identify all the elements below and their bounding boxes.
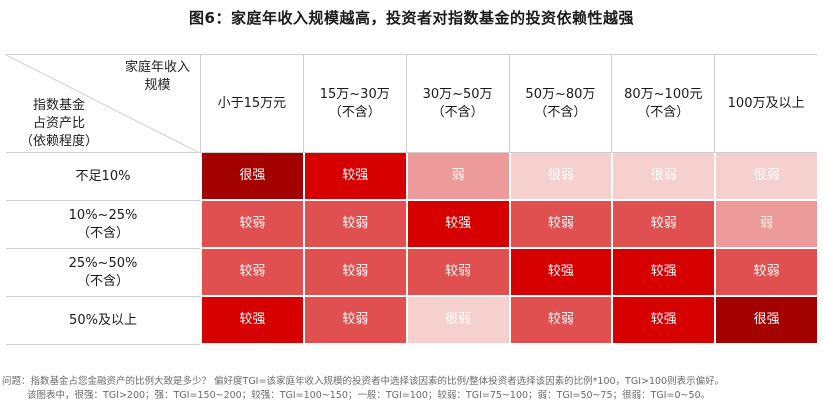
table-cell: 较强 [302,153,406,201]
table-cell: 较强 [508,249,612,297]
column-header: 15万~30万 （不含） [302,55,406,153]
row-header: 不足10% [6,153,200,201]
table-cell: 较弱 [302,297,406,345]
table-cell: 较强 [200,297,303,345]
corner-row-caption: 指数基金 占资产比 （依赖程度） [20,98,99,149]
table-cell: 较弱 [714,249,817,297]
table-cell: 弱 [405,153,509,201]
figure-title: 图6：家庭年收入规模越高，投资者对指数基金的投资依赖性越强 [189,9,634,27]
table-cell: 较强 [611,249,715,297]
table-cell: 很弱 [405,297,509,345]
table-cell: 较弱 [302,201,406,249]
table-cell: 很弱 [508,153,612,201]
column-header: 50万~80万 （不含） [508,55,612,153]
table-cell: 较弱 [508,201,612,249]
footnote-line: 该图表中，很强：TGI>200；强：TGI=150~200；较强：TGI=100… [27,390,711,401]
table-cell: 弱 [714,201,817,249]
table-corner-header: 家庭年收入 规模 指数基金 占资产比 （依赖程度） [6,55,200,153]
table-cell: 较弱 [200,249,303,297]
row-header: 50%及以上 [6,297,200,345]
column-header: 100万及以上 [714,55,817,153]
dependency-table: 家庭年收入 规模 指数基金 占资产比 （依赖程度） 小于15万元 15万~30万… [6,54,817,346]
footnote: 问题：指数基金占您金融资产的比例大致是多少？ 偏好度TGI=该家庭年收入规模的投… [2,375,822,403]
table-grid: 家庭年收入 规模 指数基金 占资产比 （依赖程度） 小于15万元 15万~30万… [6,54,817,347]
table-cell: 较弱 [508,297,612,345]
table-cell: 较弱 [200,201,303,249]
table-cell: 较强 [611,297,715,345]
column-header: 30万~50万 （不含） [405,55,509,153]
table-cell: 很强 [714,297,817,345]
table-cell: 较强 [405,201,509,249]
footnote-line: 问题：指数基金占您金融资产的比例大致是多少？ 偏好度TGI=该家庭年收入规模的投… [2,376,725,387]
table-cell: 很弱 [714,153,817,201]
table-cell: 较弱 [611,201,715,249]
corner-diagonal-line [6,55,200,153]
table-cell: 很强 [200,153,303,201]
column-header: 80万~100元 （不含） [611,55,715,153]
row-header: 25%~50% （不含） [6,249,200,297]
column-header: 小于15万元 [200,55,303,153]
table-cell: 较弱 [405,249,509,297]
table-cell: 较弱 [302,249,406,297]
row-header: 10%~25% （不含） [6,201,200,249]
corner-column-caption: 家庭年收入 规模 [124,60,190,93]
table-cell: 很弱 [611,153,715,201]
